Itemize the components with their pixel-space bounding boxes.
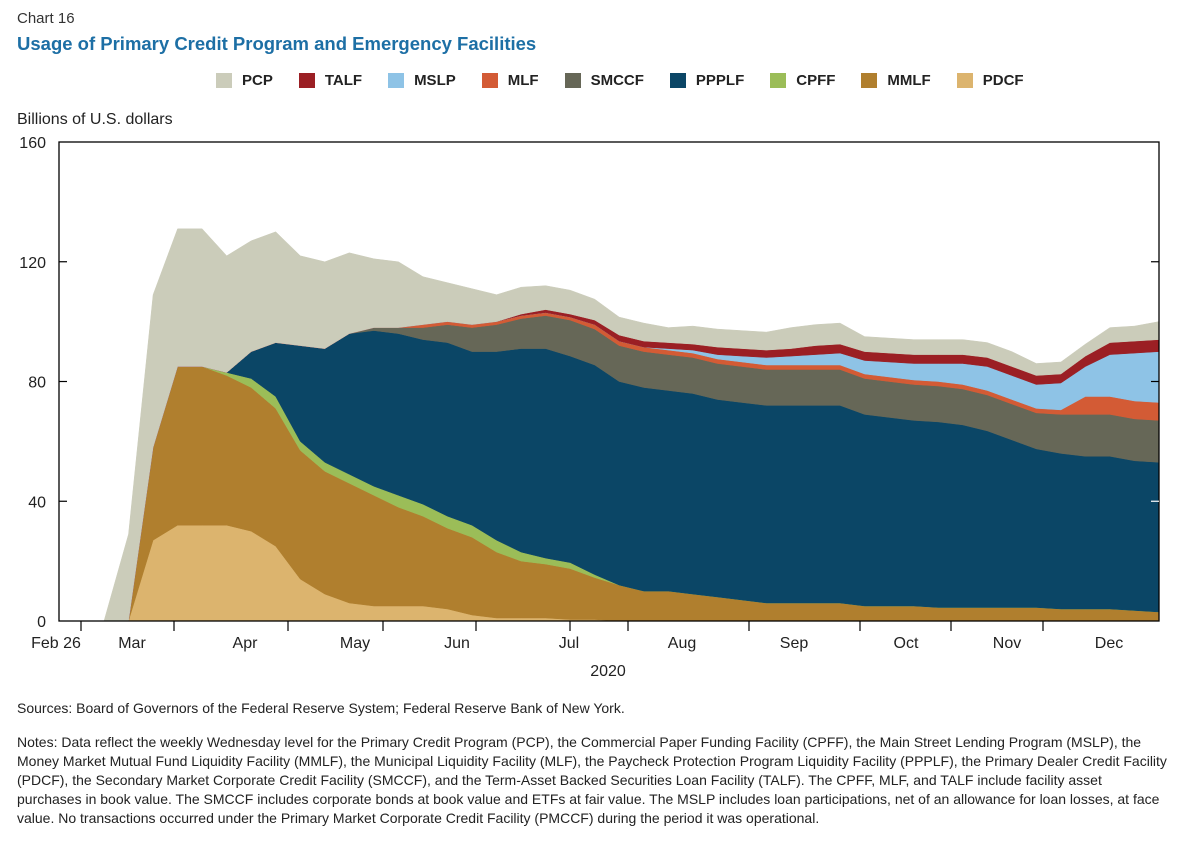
legend-item-mslp: MSLP [388,72,456,89]
y-tick-label: 160 [19,135,46,152]
legend-item-mmlf: MMLF [861,72,931,89]
x-tick-label: Mar [118,635,146,652]
y-tick-label: 40 [28,494,46,511]
x-tick-label: Aug [668,635,696,652]
legend-label: TALF [324,72,363,89]
y-axis-label: Billions of U.S. dollars [17,111,173,128]
legend-label: CPFF [796,72,836,89]
legend-item-smccf: SMCCF [564,72,644,89]
legend-swatch [388,73,405,88]
legend-swatch [770,73,787,88]
x-tick-label: May [340,635,370,652]
legend-item-ppplf: PPPLF [669,72,745,89]
legend-swatch [956,73,973,88]
y-tick-label: 0 [37,614,46,631]
x-tick-label: Dec [1095,635,1123,652]
legend-swatch [564,73,581,88]
legend-swatch [481,73,498,88]
legend-item-cpff: CPFF [770,72,835,89]
legend-label: PDCF [982,72,1024,89]
legend-swatch [669,73,686,88]
x-tick-label: Oct [894,635,919,652]
legend-item-pdcf: PDCF [956,72,1024,89]
legend-swatch [216,73,232,88]
chart-title: Usage of Primary Credit Program and Emer… [17,33,537,54]
x-tick-label: Jul [559,635,579,652]
legend-label: MSLP [414,72,456,89]
x-tick-label: Nov [993,635,1021,652]
legend-swatch [861,73,878,88]
y-tick-label: 80 [28,375,46,392]
chart-number: Chart 16 [17,10,75,27]
notes-text: Notes: Data reflect the weekly Wednesday… [17,734,1167,826]
legend-label: SMCCF [590,72,644,89]
stacked-area-chart: 0 40 80 120 160 Feb 26 Mar Apr May Jun Jul Aug Sep Oc… [19,135,1160,680]
x-tick-label: Jun [444,635,470,652]
legend-item-talf: TALF [298,72,363,89]
legend-item-mlf: MLF [481,72,539,89]
legend-item-pcp: PCP [216,72,273,89]
x-year-label: 2020 [590,663,626,680]
x-tick-label: Sep [780,635,809,652]
legend-label: PCP [242,72,273,89]
y-tick-label: 120 [19,255,46,272]
sources-text: Sources: Board of Governors of the Feder… [17,700,625,716]
legend-label: PPPLF [695,72,745,89]
legend-label: MLF [507,72,539,89]
legend: PCP TALF MSLP MLF SMCCF PPPLF CPFF MMLF PDCF [216,72,1050,89]
x-tick-label: Apr [233,635,259,652]
legend-swatch [298,73,315,88]
x-tick-label: Feb 26 [31,635,81,652]
legend-label: MMLF [887,72,931,89]
